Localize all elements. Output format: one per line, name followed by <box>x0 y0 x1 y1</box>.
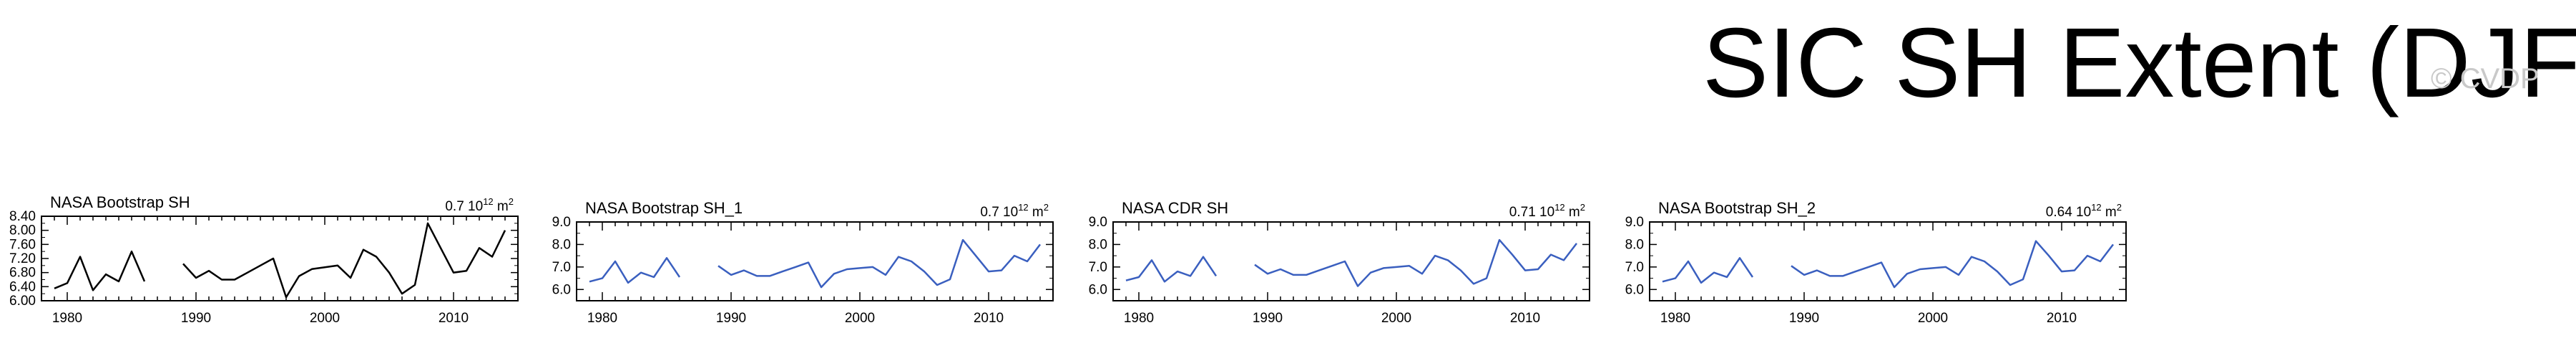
y-tick-label: 6.40 <box>9 279 36 294</box>
y-tick-label: 9.0 <box>552 215 571 230</box>
series-line <box>1791 240 2114 289</box>
page-title: SIC SH Extent (DJF) <box>1703 8 2576 118</box>
y-tick-label: 7.0 <box>1089 260 1107 275</box>
chart-title: NASA Bootstrap SH_2 <box>1658 199 1816 217</box>
chart-title: NASA Bootstrap SH_1 <box>585 199 743 217</box>
series-line <box>182 222 506 299</box>
x-tick-label: 1980 <box>587 311 617 326</box>
y-tick-label: 8.40 <box>9 209 36 224</box>
x-tick-label: 2010 <box>2047 311 2077 326</box>
extent-annotation: 0.7 1012 m2 <box>980 202 1049 220</box>
x-tick-label: 2000 <box>1918 311 1948 326</box>
plot-frame <box>1649 221 2127 301</box>
x-tick-label: 1980 <box>52 311 82 326</box>
chart-title: NASA Bootstrap SH <box>50 193 190 211</box>
x-tick-label: 2000 <box>1381 311 1411 326</box>
y-tick-label: 6.80 <box>9 266 36 281</box>
y-tick-label: 8.0 <box>552 237 571 252</box>
plot-frame <box>576 221 1054 301</box>
plot-frame <box>1112 221 1590 301</box>
y-tick-label: 9.0 <box>1089 215 1107 230</box>
chart-4: NASA Bootstrap SH_2 0.64 1012 m2 1980 1990 2… <box>1625 199 2127 326</box>
chart-1: NASA Bootstrap SH 0.7 1012 m2 1980 1990 2000… <box>9 193 519 326</box>
series-line <box>589 257 681 284</box>
x-tick-label: 2000 <box>310 311 340 326</box>
series-line <box>1254 238 1577 287</box>
y-tick-label: 8.0 <box>1089 237 1107 252</box>
series-line <box>1662 257 1754 284</box>
series-line <box>718 238 1041 289</box>
y-tick-label: 6.0 <box>1625 282 1644 297</box>
chart-2: NASA Bootstrap SH_1 0.7 1012 m2 1980 1990 20… <box>552 199 1054 326</box>
y-tick-label: 6.00 <box>9 294 36 309</box>
chart-3: NASA CDR SH 0.71 1012 m2 1980 1990 2000 2010 9… <box>1089 199 1590 326</box>
y-tick-label: 7.0 <box>1625 260 1644 275</box>
series-line <box>1125 256 1218 283</box>
x-tick-label: 2010 <box>1510 311 1540 326</box>
x-tick-label: 1990 <box>181 311 211 326</box>
y-tick-label: 7.0 <box>552 260 571 275</box>
y-tick-label: 7.20 <box>9 251 36 266</box>
x-tick-label: 1990 <box>716 311 746 326</box>
x-tick-label: 1990 <box>1253 311 1283 326</box>
x-tick-label: 2000 <box>845 311 875 326</box>
extent-annotation: 0.7 1012 m2 <box>445 196 514 214</box>
x-tick-label: 2010 <box>974 311 1004 326</box>
chart-title: NASA CDR SH <box>1122 199 1228 217</box>
extent-annotation: 0.71 1012 m2 <box>1509 202 1585 220</box>
y-tick-label: 6.0 <box>552 282 571 297</box>
y-tick-label: 7.60 <box>9 237 36 252</box>
y-tick-label: 6.0 <box>1089 282 1107 297</box>
y-tick-label: 8.00 <box>9 223 36 238</box>
y-tick-label: 9.0 <box>1625 215 1644 230</box>
x-tick-label: 1990 <box>1789 311 1819 326</box>
x-tick-label: 1980 <box>1660 311 1690 326</box>
extent-annotation: 0.64 1012 m2 <box>2046 202 2122 220</box>
y-tick-label: 8.0 <box>1625 237 1644 252</box>
series-line <box>54 250 146 291</box>
x-tick-label: 1980 <box>1124 311 1154 326</box>
cvdp-watermark: © CVDP <box>2431 63 2540 95</box>
x-tick-label: 2010 <box>439 311 469 326</box>
